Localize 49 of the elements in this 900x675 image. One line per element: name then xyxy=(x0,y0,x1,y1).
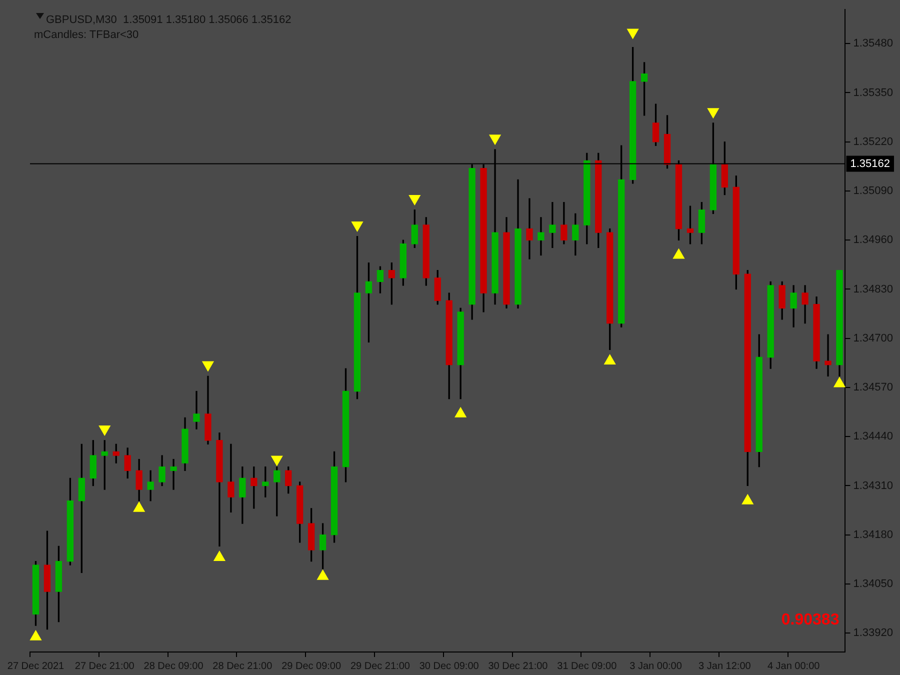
point xyxy=(489,134,501,145)
point xyxy=(834,377,846,388)
candlestick xyxy=(526,198,533,260)
candlestick xyxy=(824,334,832,376)
y-tick-label: 1.35090 xyxy=(853,185,894,198)
point xyxy=(707,108,719,118)
y-tick-label: 1.35350 xyxy=(853,86,894,99)
y-tick-label: 1.35220 xyxy=(853,136,894,148)
y-tick-label: 1.34050 xyxy=(853,578,894,590)
y-tick-label: 1.35480 xyxy=(853,38,894,50)
y-tick-label: 1.34310 xyxy=(853,480,894,492)
x-tick-label: 29 Dec 09:00 xyxy=(282,660,342,672)
candlestick xyxy=(170,458,177,490)
x-tick-label: 4 Jan 00:00 xyxy=(767,660,820,672)
y-tick-label: 1.34960 xyxy=(853,234,894,246)
x-tick-label: 3 Jan 12:00 xyxy=(698,660,752,672)
point xyxy=(627,28,639,39)
y-tick-label: 1.34700 xyxy=(853,332,894,344)
text: mCandles: TFBar<30 xyxy=(34,29,139,42)
x-tick-label: 31 Dec 09:00 xyxy=(557,660,618,672)
point xyxy=(352,221,363,232)
candlestick xyxy=(228,444,234,513)
x-tick-label: 28 Dec 09:00 xyxy=(144,660,204,672)
y-tick-label: 1.34180 xyxy=(853,528,894,541)
y-tick-label: 1.33920 xyxy=(853,627,894,640)
x-tick-label: 27 Dec 21:00 xyxy=(74,660,135,672)
ref-line-label: 1.35162 xyxy=(850,158,890,170)
x-tick-label: 29 Dec 21:00 xyxy=(350,660,410,672)
x-tick-label: 27 Dec 2021 xyxy=(7,660,65,672)
candlestick xyxy=(193,390,200,430)
annotation: 0.90383 xyxy=(781,611,840,628)
x-tick-label: 28 Dec 21:00 xyxy=(212,660,273,672)
x-tick-label: 3 Jan 00:00 xyxy=(630,660,682,672)
x-tick-label: 30 Dec 21:00 xyxy=(488,660,548,672)
candlestick xyxy=(549,202,556,248)
point xyxy=(317,570,328,580)
y-tick-label: 1.34570 xyxy=(853,382,894,394)
candlestick xyxy=(538,217,544,256)
point xyxy=(604,354,616,365)
y-tick-label: 1.34440 xyxy=(853,430,894,443)
point xyxy=(408,195,420,206)
point xyxy=(30,630,42,640)
point xyxy=(454,407,466,418)
point xyxy=(214,551,226,562)
point xyxy=(133,502,145,512)
chart-title: GBPUSD,M30 1.35091 1.35180 1.35066 1.35162 xyxy=(46,14,292,26)
y-tick-label: 1.34830 xyxy=(853,283,894,296)
point xyxy=(742,494,754,504)
x-tick-label: 30 Dec 09:00 xyxy=(419,660,480,672)
